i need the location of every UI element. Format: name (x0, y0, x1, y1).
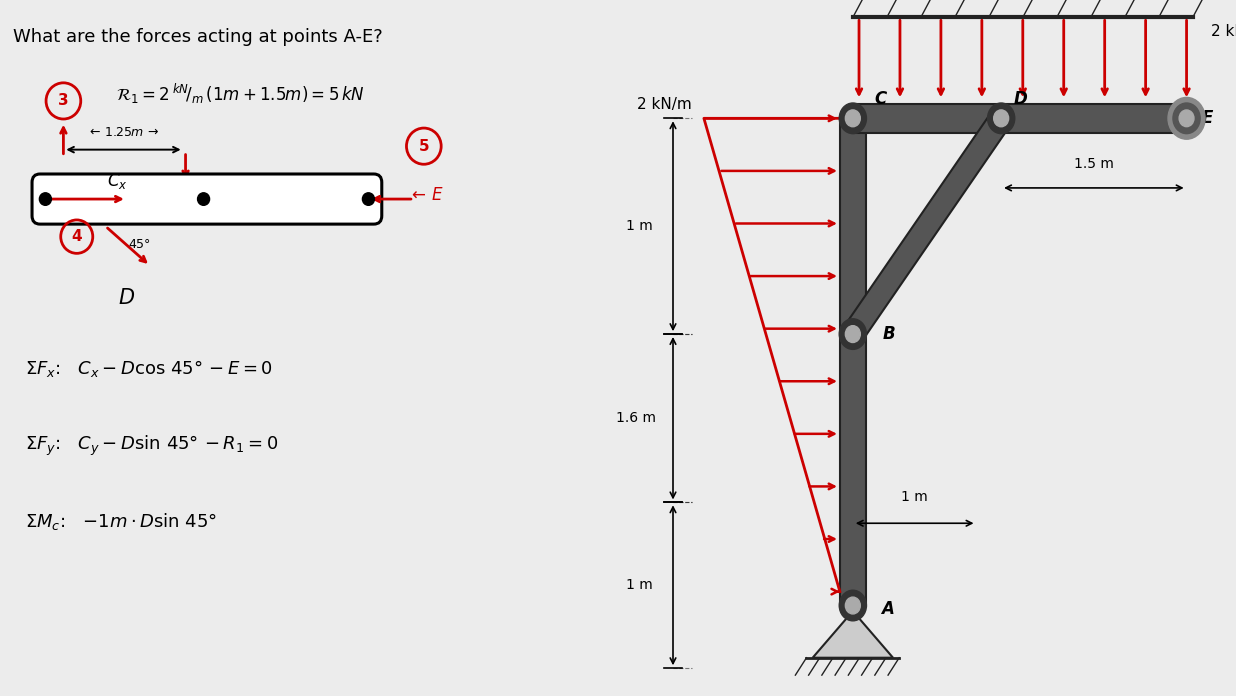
Text: $C_Y$: $C_Y$ (37, 171, 59, 191)
Text: B: B (883, 325, 895, 343)
Text: $45°$: $45°$ (129, 238, 151, 251)
Circle shape (362, 193, 375, 205)
Circle shape (845, 110, 860, 127)
Circle shape (839, 590, 866, 621)
Text: D: D (1014, 90, 1027, 108)
Text: 3: 3 (58, 93, 69, 109)
Text: C: C (875, 90, 886, 108)
Text: 2 kN/m: 2 kN/m (1211, 24, 1236, 39)
Text: $C_x$: $C_x$ (106, 171, 127, 191)
Text: A: A (880, 600, 894, 618)
Circle shape (988, 103, 1015, 134)
FancyBboxPatch shape (32, 174, 382, 224)
Text: 1 m: 1 m (625, 219, 653, 233)
Text: 2 kN/m: 2 kN/m (637, 97, 692, 112)
Circle shape (994, 110, 1009, 127)
Text: $\mathcal{R}_1 = 2\,^{kN}\!/_{m}\,(1m + 1.5m) = 5\,kN$: $\mathcal{R}_1 = 2\,^{kN}\!/_{m}\,(1m + … (116, 82, 365, 106)
Circle shape (1168, 97, 1205, 139)
Circle shape (839, 103, 866, 134)
Text: E: E (1201, 109, 1214, 127)
Circle shape (1179, 110, 1194, 127)
Circle shape (40, 193, 52, 205)
Text: $\leftarrow\,1.25m\,\rightarrow$: $\leftarrow\,1.25m\,\rightarrow$ (88, 126, 159, 139)
Polygon shape (840, 118, 865, 606)
Circle shape (845, 326, 860, 342)
Circle shape (839, 319, 866, 349)
Text: $\Sigma F_x$:   $C_x - D\cos\,45°\, - E = 0$: $\Sigma F_x$: $C_x - D\cos\,45°\, - E = … (26, 358, 273, 379)
Text: What are the forces acting at points A-E?: What are the forces acting at points A-E… (14, 28, 383, 46)
Polygon shape (853, 104, 1187, 133)
Polygon shape (813, 611, 892, 658)
Text: $\Sigma F_y$:   $C_y - D\sin\,45°\, - R_1 = 0$: $\Sigma F_y$: $C_y - D\sin\,45°\, - R_1 … (26, 434, 278, 457)
Circle shape (198, 193, 210, 205)
Text: 1 m: 1 m (625, 578, 653, 592)
Polygon shape (844, 111, 1010, 342)
Text: $\Sigma M_c$:   $-1m \cdot D\sin\,45°$: $\Sigma M_c$: $-1m \cdot D\sin\,45°$ (26, 512, 218, 532)
Circle shape (1173, 103, 1200, 134)
Text: 1.6 m: 1.6 m (616, 411, 656, 425)
Text: $D$: $D$ (119, 288, 136, 308)
Circle shape (845, 597, 860, 614)
Text: 1.5 m: 1.5 m (1074, 157, 1114, 171)
Text: $\leftarrow\,E$: $\leftarrow\,E$ (408, 186, 444, 204)
Text: 1 m: 1 m (901, 490, 928, 504)
Text: 4: 4 (72, 229, 82, 244)
Text: 5: 5 (419, 139, 429, 154)
